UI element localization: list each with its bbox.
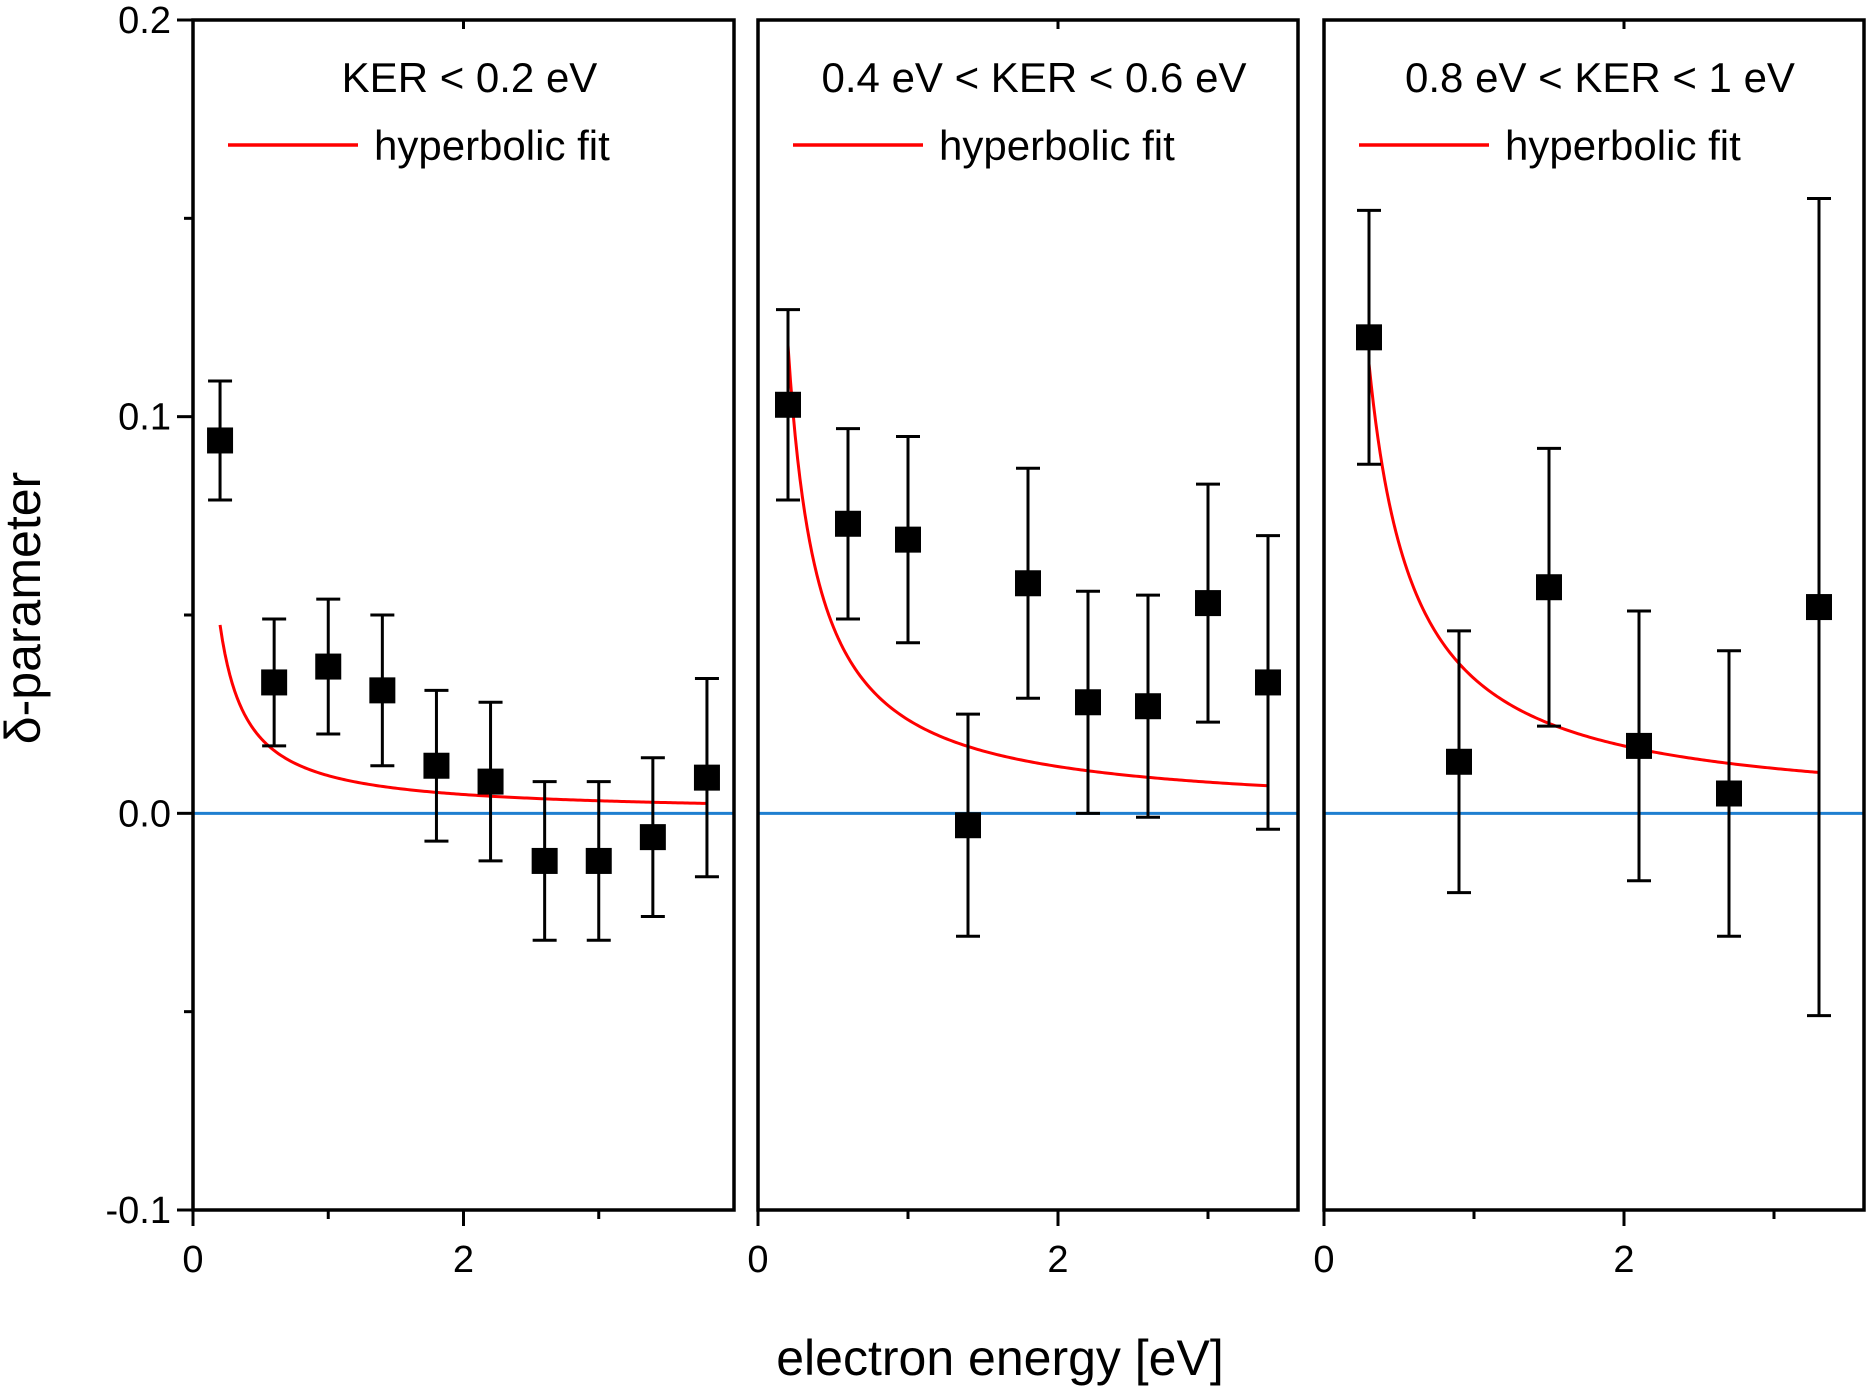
y-axis-title: δ-parameter bbox=[0, 472, 51, 744]
y-axis: -0.1 0.0 0.1 0.2 bbox=[106, 0, 193, 1232]
panel-frame bbox=[191, 18, 736, 1212]
data-point bbox=[261, 669, 288, 696]
panel-frame bbox=[756, 18, 1300, 1212]
x-tick-label: 2 bbox=[1613, 1239, 1634, 1281]
data-point bbox=[1015, 570, 1041, 597]
data-point bbox=[1536, 574, 1562, 601]
panel-title: 0.4 eV < KER < 0.6 eV bbox=[822, 54, 1247, 101]
data-point bbox=[1716, 780, 1742, 807]
x-tick-label: 0 bbox=[1313, 1239, 1334, 1281]
fit-curve bbox=[1367, 363, 1820, 774]
data-point bbox=[693, 764, 720, 791]
data-point bbox=[1195, 590, 1221, 617]
data-point bbox=[369, 677, 396, 704]
y-tick-label: 0.0 bbox=[118, 793, 171, 835]
data-point bbox=[895, 526, 921, 553]
data-point bbox=[315, 653, 342, 680]
data-point bbox=[1356, 324, 1382, 351]
legend-label: hyperbolic fit bbox=[374, 122, 610, 169]
panel-title: KER < 0.2 eV bbox=[342, 54, 598, 101]
legend-label: hyperbolic fit bbox=[1505, 122, 1741, 169]
fit-curve bbox=[786, 345, 1269, 788]
data-point bbox=[207, 427, 234, 454]
x-axis-title: electron energy [eV] bbox=[776, 1330, 1224, 1386]
data-point bbox=[1075, 689, 1101, 716]
legend-label: hyperbolic fit bbox=[939, 122, 1175, 169]
panel-title: 0.8 eV < KER < 1 eV bbox=[1405, 54, 1795, 101]
data-point bbox=[1806, 594, 1832, 621]
data-point bbox=[775, 391, 801, 418]
y-tick-label: -0.1 bbox=[106, 1190, 171, 1232]
panel-2: 0 2 0.4 eV < KER < 0.6 eV hyperbolic fit bbox=[747, 18, 1300, 1281]
data-point bbox=[639, 824, 666, 851]
data-point bbox=[1135, 693, 1161, 720]
data-point bbox=[1255, 669, 1281, 696]
y-tick-label: 0.2 bbox=[118, 0, 171, 42]
x-tick-label: 2 bbox=[453, 1239, 474, 1281]
data-point bbox=[585, 847, 612, 874]
y-tick-label: 0.1 bbox=[118, 397, 171, 439]
data-point bbox=[1446, 748, 1472, 775]
panel-3: 0 2 0.8 eV < KER < 1 eV hyperbolic fit bbox=[1313, 18, 1866, 1281]
x-tick-label: 0 bbox=[182, 1239, 203, 1281]
x-tick-label: 2 bbox=[1047, 1239, 1068, 1281]
panel-frame bbox=[1322, 18, 1866, 1212]
fit-curve bbox=[218, 624, 707, 805]
data-point bbox=[423, 752, 450, 779]
data-point bbox=[477, 768, 504, 795]
x-tick-label: 0 bbox=[747, 1239, 768, 1281]
panel-1: 0 2 KER < 0.2 eV hyperbolic fit bbox=[182, 18, 736, 1281]
data-point bbox=[531, 847, 558, 874]
data-point bbox=[955, 812, 981, 839]
data-point bbox=[1626, 732, 1652, 759]
data-point bbox=[835, 510, 861, 537]
panels-layer: 0 2 KER < 0.2 eV hyperbolic fit 0 2 0.4 eV < K… bbox=[182, 18, 1866, 1281]
